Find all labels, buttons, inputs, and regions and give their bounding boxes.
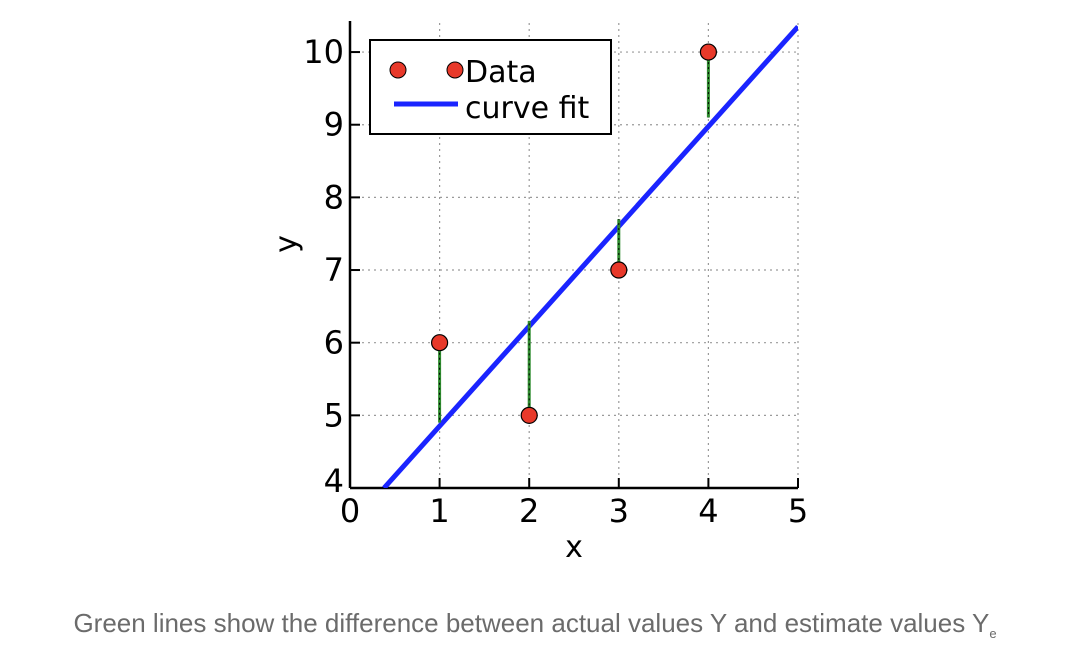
data-points (431, 43, 718, 424)
legend: Data curve fit (369, 39, 612, 135)
y-tick-label-6: 10 (303, 33, 344, 71)
x-tick-label-3: 3 (609, 492, 629, 530)
legend-marker-right (446, 61, 464, 79)
legend-label-curve-fit: curve fit (465, 91, 589, 126)
data-point-1 (520, 406, 538, 424)
legend-label-data: Data (465, 55, 537, 90)
curve-fit-layer (382, 24, 798, 488)
scatter-chart: 0 1 2 3 4 5 4 5 6 7 8 9 10 x y Data curve fit (269, 21, 808, 565)
figure-caption: Green lines show the difference between … (0, 608, 1070, 641)
chart-area: 0 1 2 3 4 5 4 5 6 7 8 9 10 x y Data curve fit (269, 21, 808, 565)
x-tick-label-5: 5 (788, 492, 808, 530)
axes (348, 21, 799, 490)
y-tick-label-3: 7 (324, 251, 344, 289)
curve-fit-line (382, 24, 798, 488)
caption-text: Green lines show the difference between … (73, 608, 990, 638)
y-tick-label-4: 8 (324, 178, 344, 216)
x-tick-label-2: 2 (519, 492, 539, 530)
y-axis-title: y (269, 235, 304, 253)
legend-box (369, 39, 612, 135)
tick-labels: 0 1 2 3 4 5 4 5 6 7 8 9 10 (303, 33, 808, 530)
data-point-3 (699, 43, 718, 61)
y-tick-label-2: 6 (324, 324, 344, 362)
x-tick-label-0: 0 (340, 492, 360, 530)
caption-subscript: e (989, 626, 997, 641)
y-tick-label-0: 4 (324, 462, 344, 500)
x-tick-label-4: 4 (698, 492, 718, 530)
legend-marker-left (389, 61, 407, 79)
data-point-0 (431, 334, 449, 352)
x-tick-label-1: 1 (429, 492, 449, 530)
y-tick-label-1: 5 (324, 396, 344, 434)
data-point-2 (610, 261, 628, 279)
y-tick-label-5: 9 (324, 106, 344, 144)
x-axis-title: x (565, 530, 583, 565)
